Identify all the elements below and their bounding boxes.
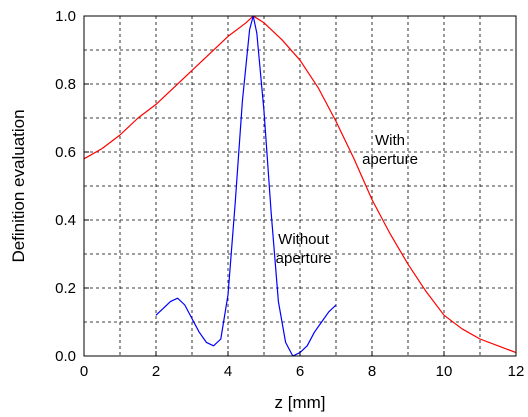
x-tick-label: 10 [436, 363, 453, 380]
grid [84, 16, 516, 356]
x-axis-ticks: 0 2 4 6 8 10 12 [80, 351, 525, 380]
annotation-text: With [375, 132, 405, 149]
y-axis-ticks: 0.0 0.2 0.4 0.6 0.8 1.0 [55, 8, 89, 365]
y-tick-label: 1.0 [55, 8, 76, 25]
annotations: With aperture Without aperture [276, 132, 418, 267]
x-tick-label: 6 [296, 363, 304, 380]
annotation-text: aperture [276, 250, 332, 267]
x-tick-label: 12 [508, 363, 525, 380]
y-tick-label: 0.8 [55, 76, 76, 93]
y-axis-label: Definition evaluation [9, 109, 28, 262]
series-line-with-aperture [83, 15, 517, 354]
y-tick-label: 0.4 [55, 212, 76, 229]
x-tick-label: 0 [80, 363, 88, 380]
annotation-text: Without [278, 231, 330, 248]
x-axis-label: z [mm] [275, 393, 326, 412]
x-tick-label: 4 [224, 363, 232, 380]
x-tick-label: 2 [152, 363, 160, 380]
annotation-text: aperture [362, 151, 418, 168]
series-line-without-aperture [155, 15, 337, 357]
y-tick-label: 0.6 [55, 144, 76, 161]
x-tick-label: 8 [368, 363, 376, 380]
series-layer [83, 15, 517, 357]
y-tick-label: 0.2 [55, 280, 76, 297]
y-tick-label: 0.0 [55, 348, 76, 365]
